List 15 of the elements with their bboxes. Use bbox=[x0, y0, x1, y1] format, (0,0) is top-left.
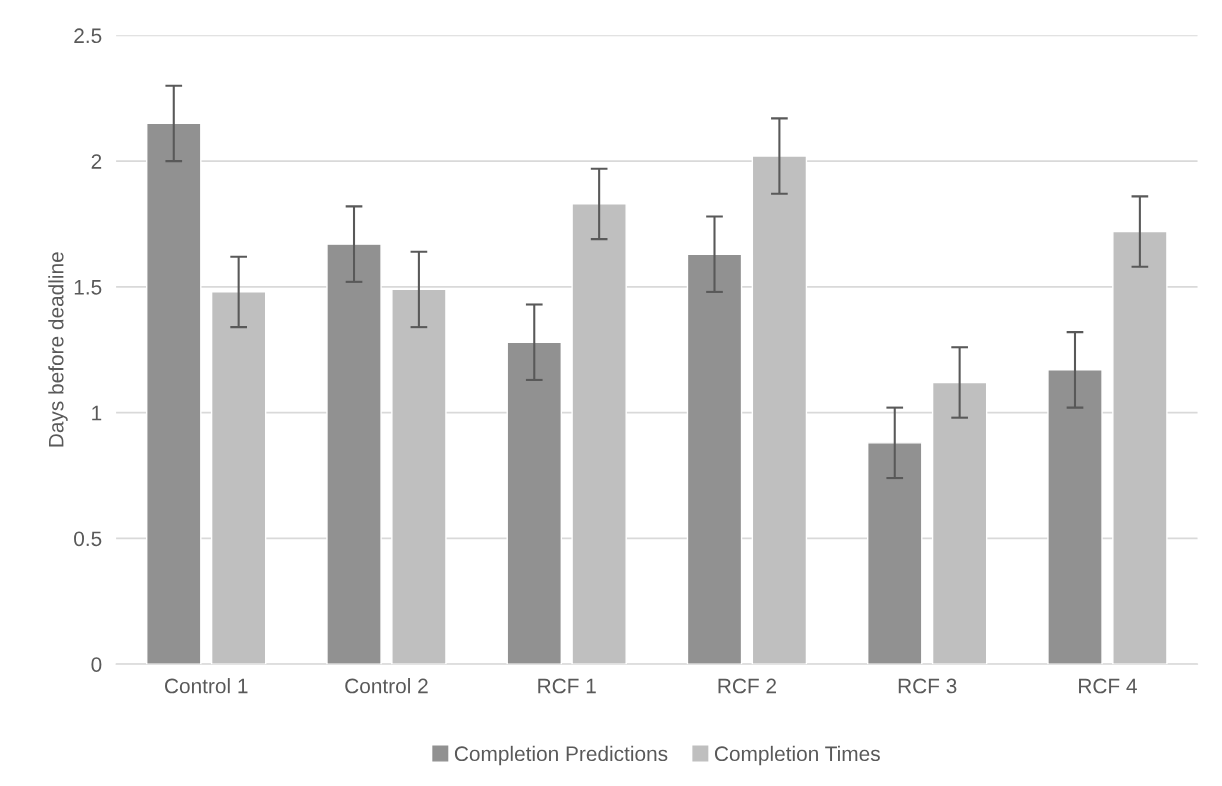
x-tick-label: RCF 4 bbox=[1079, 678, 1137, 694]
y-tick-label: 0.5 bbox=[74, 531, 102, 547]
y-tick-label: 2.5 bbox=[74, 28, 102, 44]
legend-label: Completion Times bbox=[714, 745, 880, 766]
y-tick-label: 0 bbox=[91, 657, 102, 672]
y-tick-label: 1.5 bbox=[74, 280, 102, 295]
x-tick-label: RCF 1 bbox=[538, 678, 596, 694]
y-axis-title: Days before deadline bbox=[48, 252, 68, 447]
x-tick-label: RCF 3 bbox=[898, 678, 957, 694]
x-tick-label: RCF 2 bbox=[718, 678, 776, 694]
x-tick-label: Control 2 bbox=[345, 678, 428, 694]
y-tick-label: 2 bbox=[91, 154, 102, 169]
x-tick-label: Control 1 bbox=[165, 678, 248, 694]
legend-label: Completion Predictions bbox=[454, 745, 668, 766]
y-tick-label: 1 bbox=[92, 405, 102, 421]
